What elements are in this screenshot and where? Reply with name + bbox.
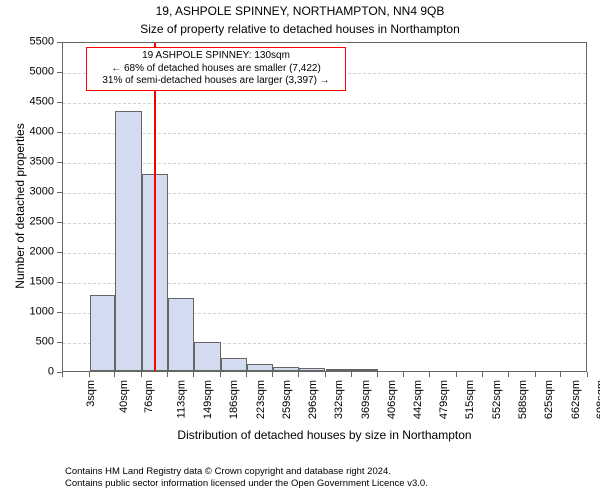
y-tick-label: 2000	[14, 247, 54, 258]
x-tick-mark	[220, 372, 221, 377]
x-tick-mark	[456, 372, 457, 377]
x-tick-mark	[141, 372, 142, 377]
y-tick-mark	[57, 192, 62, 193]
y-tick-mark	[57, 42, 62, 43]
x-tick-label: 149sqm	[203, 380, 214, 419]
gridline	[63, 103, 586, 104]
annotation-box: 19 ASHPOLE SPINNEY: 130sqm ← 68% of deta…	[86, 47, 346, 91]
x-tick-label: 662sqm	[571, 380, 582, 419]
x-tick-mark	[325, 372, 326, 377]
x-tick-mark	[298, 372, 299, 377]
x-tick-mark	[508, 372, 509, 377]
x-tick-mark	[114, 372, 115, 377]
histogram-bar	[168, 298, 195, 371]
x-tick-label: 479sqm	[440, 380, 451, 419]
x-tick-label: 588sqm	[518, 380, 529, 419]
x-tick-mark	[246, 372, 247, 377]
x-tick-mark	[377, 372, 378, 377]
x-tick-label: 369sqm	[361, 380, 372, 419]
x-axis-label: Distribution of detached houses by size …	[62, 428, 587, 442]
x-tick-label: 76sqm	[144, 380, 155, 413]
y-tick-label: 1500	[14, 277, 54, 288]
y-tick-mark	[57, 222, 62, 223]
x-tick-mark	[89, 372, 90, 377]
x-tick-mark	[587, 372, 588, 377]
x-tick-label: 113sqm	[176, 380, 187, 418]
y-tick-mark	[57, 162, 62, 163]
x-tick-label: 552sqm	[492, 380, 503, 419]
x-tick-mark	[167, 372, 168, 377]
histogram-bar	[115, 111, 142, 371]
x-tick-mark	[272, 372, 273, 377]
histogram-bar	[194, 342, 221, 371]
x-tick-mark	[62, 372, 63, 377]
x-tick-mark	[535, 372, 536, 377]
x-tick-label: 296sqm	[308, 380, 319, 419]
y-tick-label: 2500	[14, 217, 54, 228]
plot-area	[62, 42, 587, 372]
y-tick-mark	[57, 252, 62, 253]
y-tick-label: 3000	[14, 187, 54, 198]
histogram-bar	[247, 364, 274, 371]
x-tick-mark	[351, 372, 352, 377]
annotation-line1: 19 ASHPOLE SPINNEY: 130sqm	[89, 50, 343, 63]
chart-title-main: 19, ASHPOLE SPINNEY, NORTHAMPTON, NN4 9Q…	[0, 4, 600, 18]
y-tick-mark	[57, 312, 62, 313]
x-tick-mark	[429, 372, 430, 377]
x-tick-label: 40sqm	[119, 380, 130, 413]
footer-line2: Contains public sector information licen…	[65, 478, 590, 490]
footer-attribution: Contains HM Land Registry data © Crown c…	[65, 466, 590, 490]
histogram-bar	[352, 369, 378, 371]
chart-title-sub: Size of property relative to detached ho…	[0, 22, 600, 36]
x-tick-label: 698sqm	[597, 380, 600, 419]
histogram-bar	[273, 367, 299, 371]
y-tick-label: 1000	[14, 307, 54, 318]
x-tick-mark	[482, 372, 483, 377]
x-tick-mark	[403, 372, 404, 377]
histogram-bar	[299, 368, 326, 371]
y-tick-label: 5000	[14, 67, 54, 78]
annotation-line2: ← 68% of detached houses are smaller (7,…	[89, 63, 343, 76]
chart-container: 19, ASHPOLE SPINNEY, NORTHAMPTON, NN4 9Q…	[0, 0, 600, 500]
y-tick-mark	[57, 342, 62, 343]
y-tick-label: 500	[14, 337, 54, 348]
y-tick-mark	[57, 132, 62, 133]
x-tick-label: 625sqm	[544, 380, 555, 419]
y-tick-mark	[57, 72, 62, 73]
annotation-line3: 31% of semi-detached houses are larger (…	[89, 75, 343, 88]
x-tick-label: 332sqm	[334, 380, 345, 419]
histogram-bar	[221, 358, 247, 371]
histogram-bar	[90, 295, 116, 371]
x-tick-label: 442sqm	[413, 380, 424, 419]
x-tick-mark	[193, 372, 194, 377]
x-tick-label: 259sqm	[282, 380, 293, 419]
y-tick-label: 4500	[14, 97, 54, 108]
x-tick-label: 186sqm	[229, 380, 240, 419]
x-tick-mark	[560, 372, 561, 377]
y-tick-label: 4000	[14, 127, 54, 138]
x-tick-label: 223sqm	[256, 380, 267, 419]
y-tick-mark	[57, 282, 62, 283]
y-tick-label: 0	[14, 367, 54, 378]
x-tick-label: 515sqm	[465, 380, 476, 419]
footer-line1: Contains HM Land Registry data © Crown c…	[65, 466, 590, 478]
x-tick-label: 406sqm	[387, 380, 398, 419]
y-tick-label: 5500	[14, 37, 54, 48]
y-tick-label: 3500	[14, 157, 54, 168]
histogram-bar	[326, 369, 353, 371]
y-tick-mark	[57, 102, 62, 103]
reference-line	[154, 43, 156, 371]
x-tick-label: 3sqm	[86, 380, 97, 407]
